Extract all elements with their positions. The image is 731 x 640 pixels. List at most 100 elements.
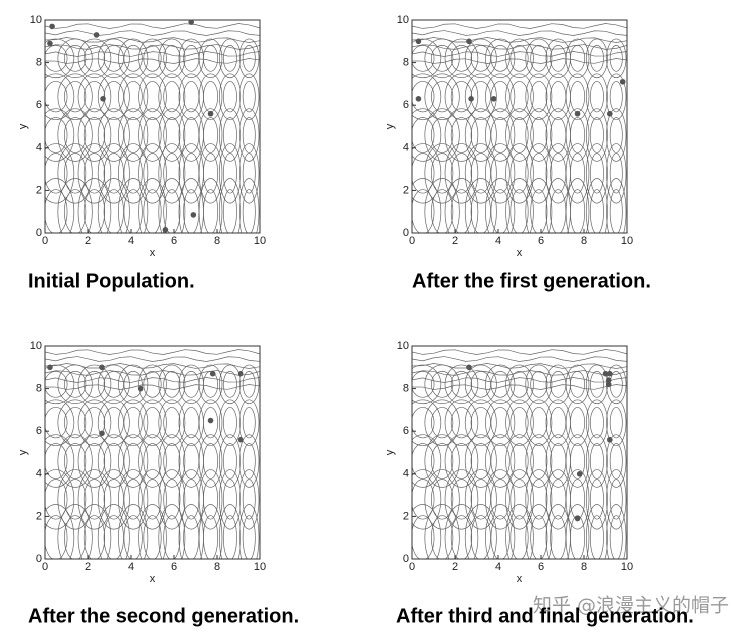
contour xyxy=(589,443,604,479)
x-tick-label: 10 xyxy=(621,561,633,573)
contour xyxy=(412,364,442,405)
contour xyxy=(464,364,497,405)
contour xyxy=(609,45,623,72)
contour xyxy=(565,73,590,120)
contour xyxy=(138,399,167,446)
y-tick-label: 6 xyxy=(403,425,409,437)
contour xyxy=(430,479,454,520)
contour xyxy=(239,73,260,120)
contour xyxy=(585,434,608,488)
contour xyxy=(183,117,200,153)
point xyxy=(49,23,55,30)
contour xyxy=(565,38,590,79)
contour xyxy=(143,81,162,113)
contour xyxy=(490,81,510,113)
contour xyxy=(77,434,112,488)
contour xyxy=(609,81,623,113)
contour xyxy=(609,153,623,194)
contour xyxy=(138,504,167,559)
contour xyxy=(570,371,586,398)
contour xyxy=(239,143,260,204)
contour xyxy=(163,153,181,194)
contour xyxy=(606,178,627,233)
contour xyxy=(585,73,608,120)
contour xyxy=(45,407,68,439)
contour xyxy=(143,479,162,520)
contour xyxy=(505,38,534,79)
contour xyxy=(45,37,260,43)
contour xyxy=(510,515,529,559)
contour xyxy=(412,443,435,479)
point xyxy=(574,515,581,522)
contour xyxy=(606,469,627,530)
contour xyxy=(589,117,604,153)
y-tick-label: 4 xyxy=(403,468,409,480)
contour xyxy=(143,117,162,153)
contour xyxy=(485,143,516,204)
contour xyxy=(158,73,186,120)
contour xyxy=(123,153,143,194)
contour xyxy=(123,81,143,113)
contour xyxy=(510,443,529,479)
contour xyxy=(530,45,548,72)
contour xyxy=(77,38,112,79)
contour xyxy=(163,371,181,398)
contour xyxy=(412,37,627,43)
contour xyxy=(609,189,623,233)
contour xyxy=(198,143,223,204)
contour xyxy=(550,117,567,153)
contour xyxy=(530,189,548,233)
contour xyxy=(45,178,75,233)
contour xyxy=(239,178,260,233)
contour xyxy=(450,81,473,113)
contour xyxy=(103,443,124,479)
contour xyxy=(97,469,130,530)
contour xyxy=(242,479,256,520)
contour xyxy=(178,399,204,446)
contour xyxy=(143,407,162,439)
contour xyxy=(412,108,442,162)
contour xyxy=(525,469,553,530)
contour xyxy=(158,504,186,559)
contour xyxy=(510,153,529,194)
contour xyxy=(239,434,260,488)
contour xyxy=(77,504,112,559)
contour xyxy=(505,108,534,162)
contour xyxy=(218,73,241,120)
contour xyxy=(118,143,149,204)
contour xyxy=(412,349,627,355)
contour xyxy=(63,81,87,113)
contour xyxy=(464,504,497,559)
contour xyxy=(485,399,516,446)
contour xyxy=(97,434,130,488)
contour xyxy=(470,407,491,439)
contour xyxy=(103,117,124,153)
contour xyxy=(183,153,200,194)
contour xyxy=(158,143,186,204)
contour xyxy=(118,434,149,488)
plot-frame xyxy=(44,19,261,234)
contour xyxy=(510,371,529,398)
contour xyxy=(412,370,627,376)
contour xyxy=(203,153,219,194)
contour xyxy=(77,143,112,204)
contour xyxy=(198,108,223,162)
contour xyxy=(510,81,529,113)
contour xyxy=(565,434,590,488)
contour xyxy=(550,153,567,194)
contour xyxy=(444,434,479,488)
contour xyxy=(424,38,460,79)
contour xyxy=(505,434,534,488)
contour xyxy=(198,469,223,530)
contour xyxy=(412,117,435,153)
contour xyxy=(510,479,529,520)
contours xyxy=(45,349,260,559)
contour xyxy=(97,399,130,446)
contour xyxy=(123,371,143,398)
contour xyxy=(123,515,143,559)
contour xyxy=(550,443,567,479)
contour xyxy=(57,38,93,79)
contour xyxy=(530,443,548,479)
contour xyxy=(545,504,571,559)
plot-frame xyxy=(411,19,628,234)
